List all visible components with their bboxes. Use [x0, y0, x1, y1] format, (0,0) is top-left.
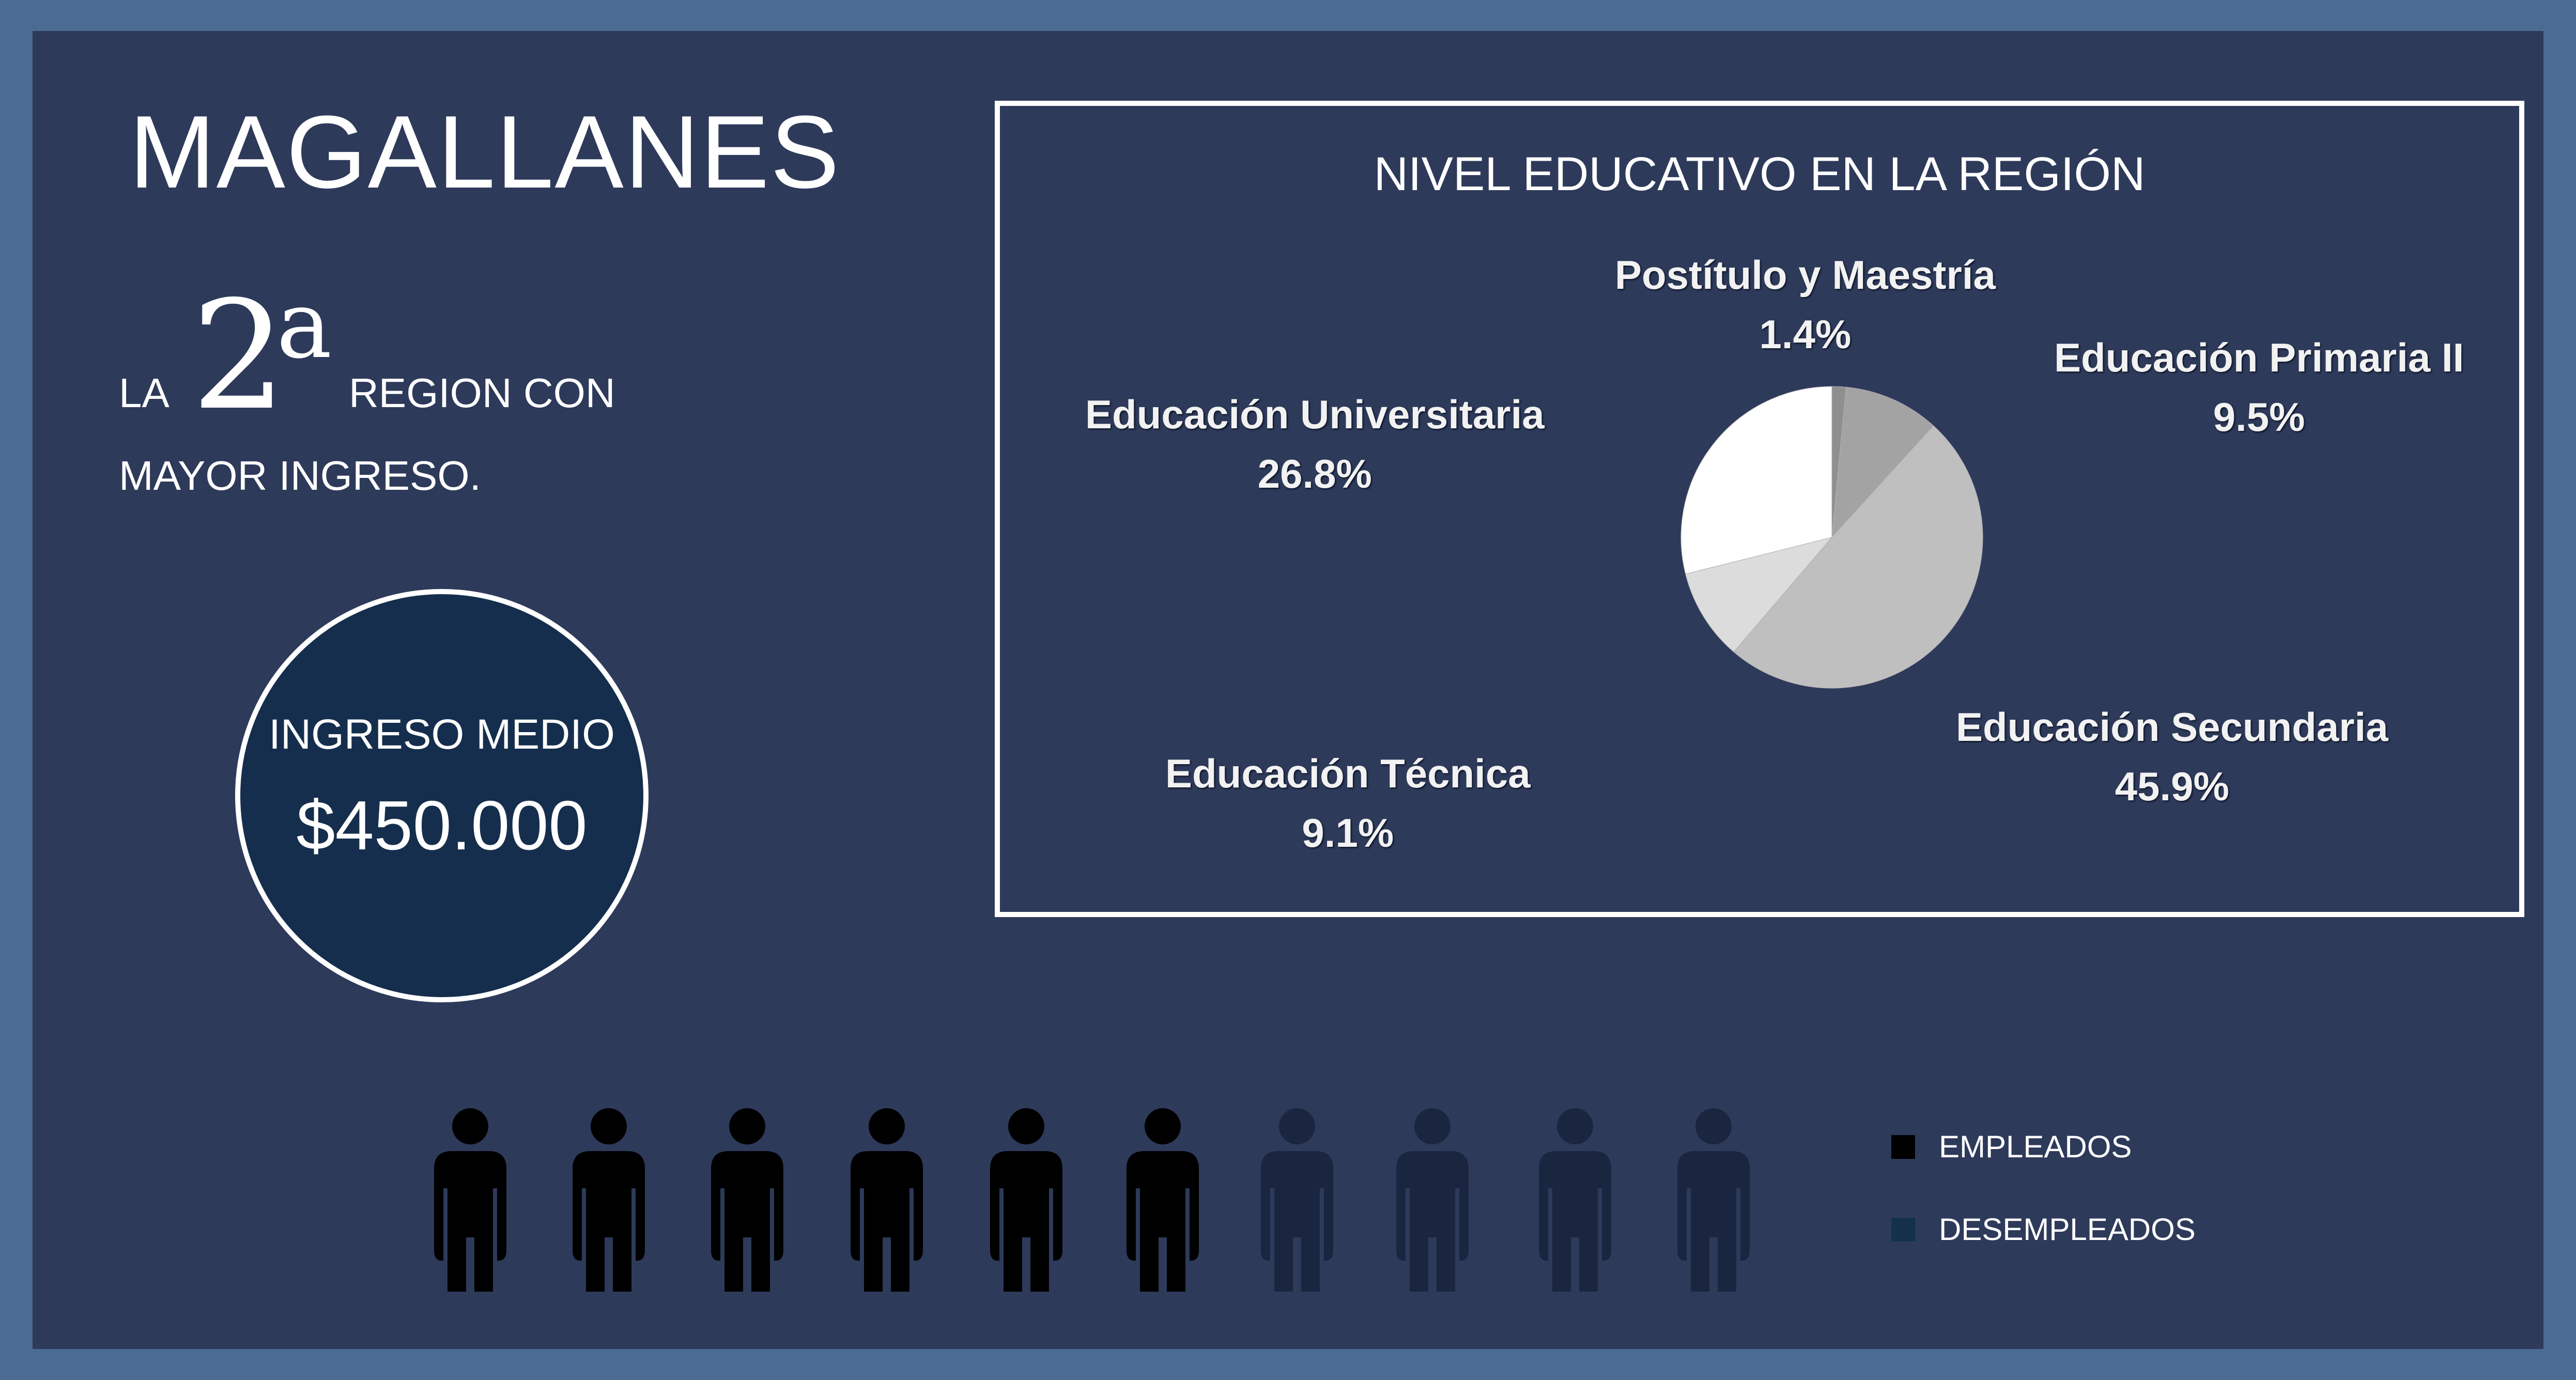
- ranking-number: 2: [191, 269, 287, 443]
- pie-slice: [1685, 537, 1833, 653]
- pie-label-value: 1.4%: [1759, 312, 1852, 357]
- page-title: MAGALLANES: [129, 95, 841, 210]
- pie-label-value: 9.5%: [2213, 394, 2305, 440]
- pie-label-category: Educación Secundaria: [1956, 704, 2388, 750]
- pie-label-category: Educación Universitaria: [1085, 392, 1545, 437]
- person-icon: [434, 1108, 506, 1292]
- pie-label-value: 9.1%: [1302, 810, 1394, 856]
- pie-label-primaria: Educación Primaria II 9.5%: [2054, 328, 2464, 447]
- legend-label-employed: EMPLEADOS: [1939, 1129, 2132, 1164]
- pie-slice: [1680, 386, 1832, 575]
- pie-label-postitulo: Postítulo y Maestría 1.4%: [1615, 245, 1996, 364]
- pie-label-value: 26.8%: [1257, 451, 1372, 497]
- ranking-suffix: REGION CON: [349, 370, 615, 416]
- legend-swatch-unemployed: [1891, 1218, 1915, 1242]
- pie-label-value: 45.9%: [2115, 764, 2229, 809]
- income-label: INGRESO MEDIO: [269, 711, 615, 758]
- income-circle: INGRESO MEDIO $450.000: [235, 589, 649, 1002]
- person-icon: [1396, 1108, 1469, 1292]
- pie-label-tecnica: Educación Técnica 9.1%: [1165, 744, 1531, 863]
- legend-swatch-employed: [1891, 1135, 1915, 1159]
- person-icon: [1127, 1108, 1199, 1292]
- person-icon: [851, 1108, 923, 1292]
- person-icon: [1539, 1108, 1611, 1292]
- pie-slice: [1733, 425, 1983, 689]
- pie-label-category: Educación Primaria II: [2054, 335, 2464, 380]
- person-icon: [1261, 1108, 1333, 1292]
- person-icon: [1677, 1108, 1750, 1292]
- ranking-superscript: a: [276, 271, 332, 379]
- ranking-line2: MAYOR INGRESO.: [119, 453, 481, 499]
- ranking-prefix: LA: [119, 370, 169, 416]
- pie-slice: [1831, 386, 1934, 538]
- pie-label-universitaria: Educación Universitaria 26.8%: [1085, 385, 1545, 504]
- education-chart-box: NIVEL EDUCATIVO EN LA REGIÓN Postítulo y…: [995, 101, 2524, 917]
- income-value: $450.000: [296, 786, 588, 864]
- pie-label-category: Educación Técnica: [1165, 751, 1531, 796]
- legend-label-unemployed: DESEMPLEADOS: [1939, 1212, 2196, 1247]
- pie-label-category: Postítulo y Maestría: [1615, 252, 1996, 298]
- person-icon: [990, 1108, 1062, 1292]
- chart-title: NIVEL EDUCATIVO EN LA REGIÓN: [1374, 148, 2146, 200]
- person-icon: [711, 1108, 783, 1292]
- pie-label-secundaria: Educación Secundaria 45.9%: [1956, 697, 2388, 816]
- pie-chart: [1680, 386, 1983, 689]
- person-icon: [573, 1108, 645, 1292]
